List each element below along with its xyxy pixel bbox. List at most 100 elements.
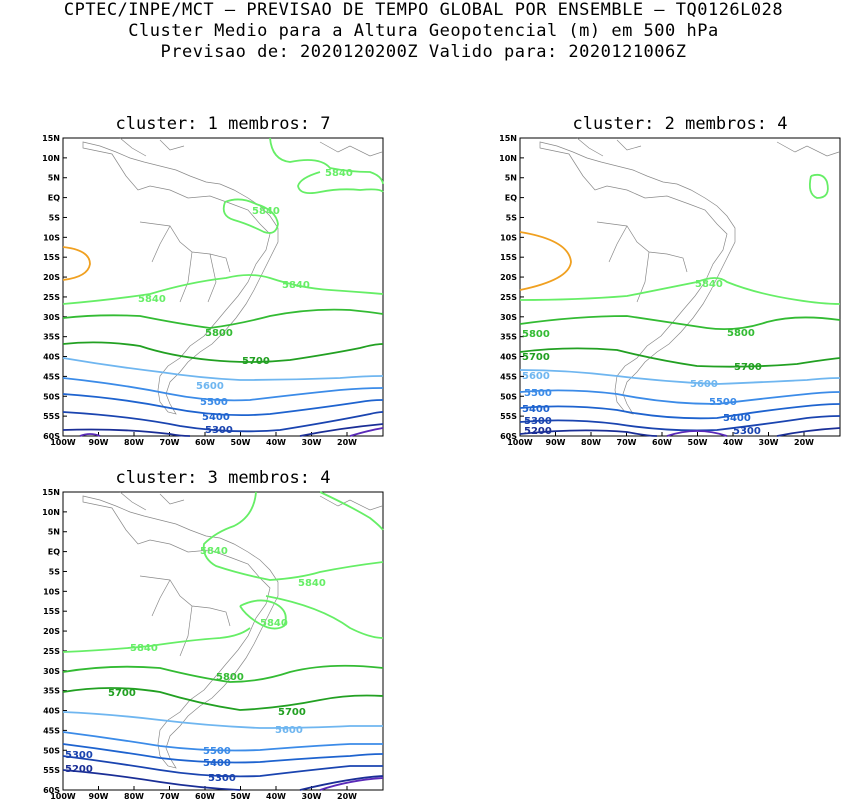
panel-1-map: 15N 10N 5N EQ 5S 10S 15S 20S 25S 30S 35S 40S 45S 50S 5… [20,132,400,456]
panel-3-title: cluster: 3 membros: 4 [115,468,331,488]
contour-label: 5500 [709,397,737,408]
lat-tick-label: 30S [500,313,517,322]
panel-2-map: 15N 10N 5N EQ 5S 10S 15S 20S 25S 30S 35S 40S 45S 50S 5… [477,132,847,456]
contour-label: 5300 [208,773,236,784]
contour-5300 [519,415,841,432]
lon-tick-label: 60W [195,792,215,801]
lat-tick-label: 25S [43,647,60,656]
lat-tick-label: 5N [505,174,517,183]
lon-tick-label: 70W [617,438,637,447]
contour-label: 5500 [524,388,552,399]
lat-ticks: 15N 10N 5N EQ 5S 10S 15S 20S 25S 30S 35S 40S 45S 50S 5… [42,134,67,441]
lat-tick-label: 55S [43,766,60,775]
lon-tick-label: 90W [546,438,566,447]
lon-tick-label: 50W [231,438,251,447]
contour-label: 5400 [723,413,751,424]
lat-tick-label: 45S [500,372,517,381]
lon-tick-label: 100W [50,438,76,447]
contour-label: 5400 [203,758,231,769]
contour-label: 5500 [203,746,231,757]
panel-2-title: cluster: 2 membros: 4 [572,114,788,134]
lat-tick-label: 40S [43,353,60,362]
lon-tick-label: 90W [89,438,109,447]
contour-label: 5200 [65,764,93,775]
contour-label: 5700 [108,688,136,699]
lon-tick-label: 30W [302,792,322,801]
lat-tick-label: 25S [43,293,60,302]
lat-tick-label: 45S [43,372,60,381]
contour-5200 [519,427,841,437]
lat-tick-label: 60S [500,432,517,441]
contour-label: 5840 [252,206,280,217]
lat-tick-label: 15S [43,607,60,616]
lat-tick-label: 5S [49,213,61,222]
lon-tick-label: 80W [124,792,144,801]
contour-label: 5840 [138,294,166,305]
lat-tick-label: 10S [500,233,517,242]
contour-label: 5700 [734,362,762,373]
map-frame [62,491,384,791]
lon-tick-label: 100W [507,438,533,447]
contour-label: 5800 [216,672,244,683]
lon-tick-label: 70W [160,792,180,801]
lat-tick-label: 15S [500,253,517,262]
lat-tick-label: 25S [500,293,517,302]
contour-labels: 5840 5840 5840 5840 5800 5700 5600 5500 … [138,168,353,436]
contour-5400 [519,403,841,420]
lat-tick-label: 15S [43,253,60,262]
contour-high [519,231,572,291]
contour-high [62,246,91,281]
lat-ticks: 15N 10N 5N EQ 5S 10S 15S 20S 25S 30S 35S 40S 45S 50S 5… [499,134,524,441]
contour-label: 5600 [275,725,303,736]
lon-ticks: 100W 90W 80W 70W 60W 50W 40W 30W 20W [507,432,814,447]
lat-tick-label: 35S [43,687,60,696]
lat-tick-label: 10N [42,508,60,517]
lat-tick-label: 5S [506,213,518,222]
contour-label: 5840 [200,546,228,557]
lon-tick-label: 50W [688,438,708,447]
lat-tick-label: 20S [43,273,60,282]
contour-5840-loop [222,198,279,234]
contour-label: 5800 [727,328,755,339]
contour-5600 [519,369,841,385]
contour-label: 5600 [196,381,224,392]
contour-label: 5840 [325,168,353,179]
contour-label: 5840 [282,280,310,291]
lat-tick-label: 10N [42,154,60,163]
map-frame [519,137,841,437]
contour-5600 [62,711,383,729]
header-line-3: Previsao de: 2020120200Z Valido para: 20… [160,42,687,62]
coastline [82,491,383,769]
lat-tick-label: 10N [499,154,517,163]
lat-tick-label: 30S [43,667,60,676]
contour-labels: 5840 5840 5840 5840 5800 5700 5700 5600 … [65,546,326,784]
contour-5200 [62,769,384,791]
lon-tick-label: 20W [337,792,357,801]
contour-label: 5800 [205,328,233,339]
contour-5200 [62,423,384,437]
contour-label: 5400 [202,412,230,423]
contours [62,137,384,437]
contour-5840 [62,627,251,653]
lon-tick-label: 40W [723,438,743,447]
lat-tick-label: 60S [43,786,60,795]
lat-tick-label: 50S [43,746,60,755]
contour-label: 5840 [130,643,158,654]
contour-5800 [62,664,384,683]
lat-tick-label: 50S [500,392,517,401]
lon-ticks: 100W 90W 80W 70W 60W 50W 40W 30W 20W [50,432,357,447]
lat-tick-label: 10S [43,233,60,242]
lat-tick-label: 5N [48,528,60,537]
contour-label: 5840 [695,279,723,290]
lon-tick-label: 60W [195,438,215,447]
lat-tick-label: 20S [43,627,60,636]
lat-tick-label: EQ [48,548,60,557]
contour-5100 [319,777,384,791]
lat-tick-label: 15N [499,134,517,143]
contour-5700 [62,341,384,363]
lon-tick-label: 40W [266,792,286,801]
contour-5840-island [808,173,829,199]
lat-tick-label: 45S [43,726,60,735]
contour-5400 [62,393,384,417]
contour-label: 5200 [524,426,552,437]
